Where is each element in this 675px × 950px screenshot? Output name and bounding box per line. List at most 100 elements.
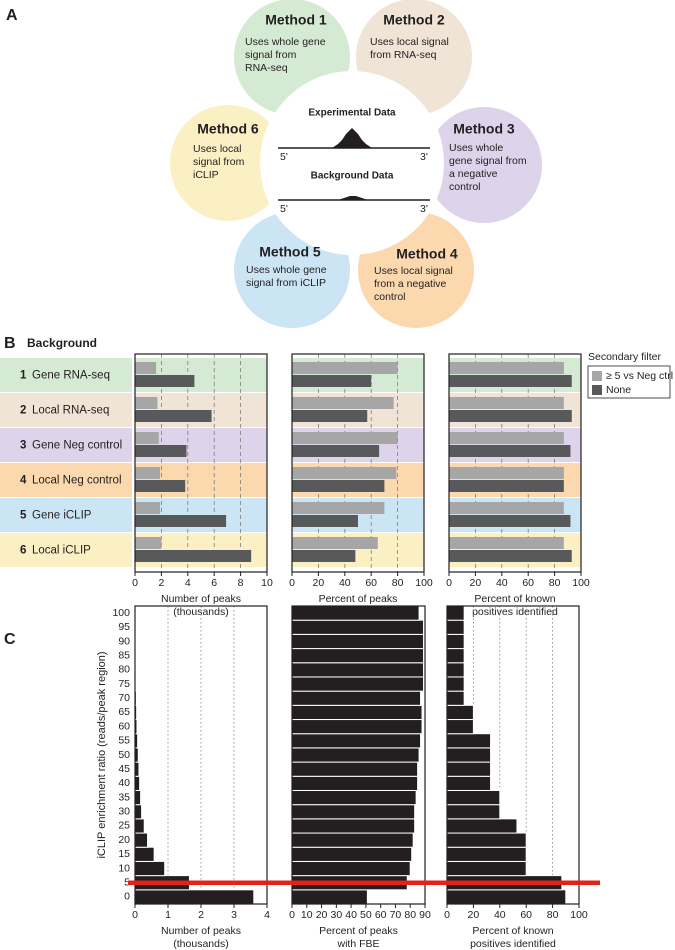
x-axis-label: with FBE (336, 938, 379, 950)
bar (291, 704, 423, 721)
x-axis-label: (thousands) (173, 938, 228, 950)
method-description: Uses whole (449, 142, 503, 154)
bar (291, 605, 420, 621)
y-tick-label: 40 (118, 777, 130, 789)
bar (135, 432, 159, 444)
x-tick-label: 2 (198, 909, 204, 921)
bar (134, 775, 141, 791)
bar (449, 537, 564, 549)
bar (446, 648, 465, 664)
bar (446, 704, 474, 721)
bar (291, 846, 413, 862)
bar (292, 467, 397, 479)
method-description: Uses whole gene (246, 264, 327, 276)
row-number: 5 (20, 510, 27, 522)
method-title: Method 1 (265, 12, 327, 28)
bar (449, 515, 571, 527)
bar (134, 789, 142, 806)
bar (134, 889, 255, 905)
bar (446, 775, 492, 791)
method-title: Method 4 (396, 246, 458, 262)
y-tick-label: 5 (124, 876, 130, 888)
bar (292, 550, 356, 562)
y-tick-label: 80 (118, 664, 130, 676)
y-tick-label: 75 (118, 678, 130, 690)
background-label: Background Data (311, 171, 394, 182)
row-label: Local iCLIP (32, 545, 91, 557)
y-tick-label: 15 (118, 848, 130, 860)
experimental-label: Experimental Data (308, 108, 396, 119)
y-tick-label: 35 (118, 791, 130, 803)
y-tick-label: 55 (118, 735, 130, 747)
bar (446, 846, 527, 862)
row-label: Local RNA-seq (32, 405, 109, 417)
y-tick-label: 70 (118, 692, 130, 704)
signal-peak (338, 196, 368, 200)
x-axis-label: Percent of known (474, 593, 555, 605)
bar (134, 860, 166, 877)
y-tick-label: 90 (118, 635, 130, 647)
x-tick-label: 100 (415, 577, 433, 589)
bar (134, 804, 143, 820)
x-tick-label: 80 (404, 909, 416, 921)
bar (446, 690, 465, 706)
bar (135, 502, 161, 514)
y-tick-label: 20 (118, 834, 130, 846)
bar (291, 761, 419, 777)
bar (291, 676, 425, 692)
legend-label: None (606, 384, 631, 396)
bar (135, 515, 227, 527)
x-axis-label: positives identified (470, 938, 556, 950)
bar (449, 397, 564, 409)
plot-frame (291, 605, 426, 905)
x-tick-label: 60 (375, 909, 387, 921)
legend-swatch (592, 385, 602, 395)
row-band (0, 463, 132, 497)
bar (291, 775, 419, 791)
x-tick-label: 10 (261, 577, 273, 589)
y-tick-label: 0 (124, 891, 130, 903)
x-tick-label: 60 (520, 909, 532, 921)
bar (446, 676, 465, 692)
x-tick-label: 0 (132, 577, 138, 589)
x-tick-label: 0 (444, 909, 450, 921)
x-axis-label: Percent of known (472, 925, 553, 937)
bar (446, 818, 518, 834)
plot-frame (291, 353, 425, 573)
panel-label: B (4, 335, 16, 352)
x-tick-label: 40 (339, 577, 351, 589)
method-title: Method 6 (197, 121, 259, 137)
x-axis-label: Percent of peaks (319, 925, 398, 937)
y-tick-label: 95 (118, 621, 130, 633)
bar (292, 537, 378, 549)
method-description: Uses local (193, 143, 241, 155)
row-band (0, 428, 132, 462)
x-tick-label: 30 (330, 909, 342, 921)
bar (135, 467, 161, 479)
bar (291, 832, 414, 848)
bar (449, 432, 564, 444)
method-description: Uses local signal (370, 36, 449, 48)
bar (134, 818, 145, 834)
x-tick-label: 4 (264, 909, 270, 921)
method-description: signal from (193, 156, 245, 168)
x-tick-label: 100 (570, 909, 588, 921)
bar (449, 375, 572, 387)
bar (449, 480, 564, 492)
center-circle (260, 71, 444, 255)
x-tick-label: 40 (496, 577, 508, 589)
bar (446, 789, 501, 806)
bar (291, 789, 417, 806)
method-title: Method 5 (259, 244, 321, 260)
bar (291, 619, 425, 635)
bar (135, 375, 195, 387)
bar (135, 362, 157, 374)
plot-frame (134, 605, 268, 905)
method-description: control (449, 181, 481, 193)
x-tick-label: 20 (316, 909, 328, 921)
bar (292, 502, 385, 514)
method-description: from RNA-seq (370, 49, 437, 61)
x-tick-label: 4 (185, 577, 191, 589)
plot-frame (448, 353, 582, 573)
x-tick-label: 60 (522, 577, 534, 589)
